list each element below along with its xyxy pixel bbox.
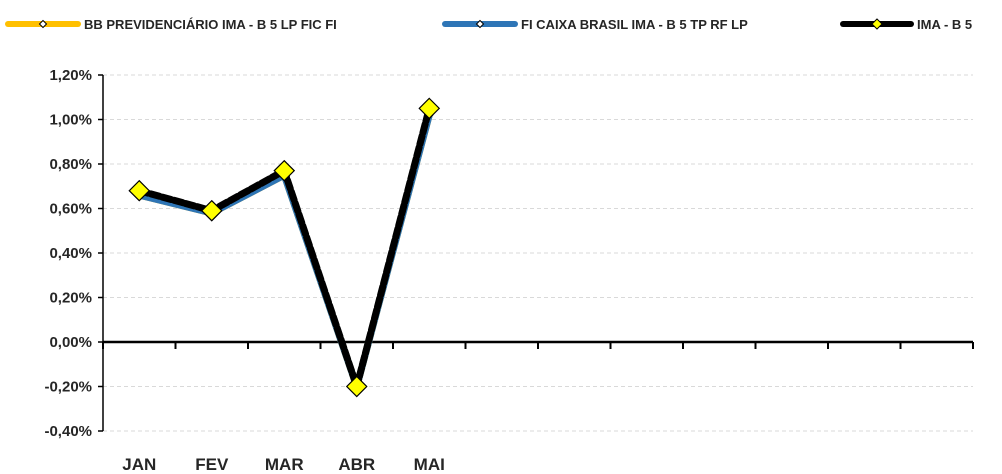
y-tick-label: -0,40% [44, 423, 92, 440]
data-point-marker [273, 159, 296, 182]
series-line [135, 104, 433, 390]
data-point-marker [128, 179, 151, 202]
y-tick-label: 1,20% [49, 67, 92, 84]
legend-label: IMA - B 5 [917, 17, 972, 32]
x-tick-label: JAN [122, 455, 156, 474]
x-tick-label: FEV [195, 455, 229, 474]
y-tick-label: 0,00% [49, 334, 92, 351]
y-tick-label: 0,60% [49, 201, 92, 218]
series-line [135, 111, 433, 390]
x-axis: JAN FEV MAR ABR MAI [102, 340, 974, 474]
x-tick-label: MAI [414, 455, 445, 474]
y-axis: 1,20% 1,00% 0,80% 0,60% 0,40% 0,20% 0,00% -0,20… [44, 67, 104, 440]
legend-label: FI CAIXA BRASIL IMA - B 5 TP RF LP [521, 17, 748, 32]
gridlines [103, 74, 973, 432]
data-point-marker [345, 375, 368, 398]
data-point-marker [200, 199, 223, 222]
series-line [135, 111, 433, 390]
series-layer [128, 97, 441, 398]
y-tick-label: 1,00% [49, 112, 92, 129]
data-point-marker [418, 97, 441, 120]
legend-marker [475, 19, 485, 29]
legend-marker [871, 18, 883, 30]
y-tick-label: 0,80% [49, 156, 92, 173]
legend-label: BB PREVIDENCIÁRIO IMA - B 5 LP FIC FI [84, 17, 337, 32]
y-tick-label: -0,20% [44, 379, 92, 396]
legend-marker [38, 19, 48, 29]
y-tick-label: 0,20% [49, 290, 92, 307]
x-tick-label: ABR [338, 455, 375, 474]
legend: BB PREVIDENCIÁRIO IMA - B 5 LP FIC FI FI … [5, 17, 972, 32]
x-tick-label: MAR [265, 455, 304, 474]
y-tick-label: 0,40% [49, 245, 92, 262]
